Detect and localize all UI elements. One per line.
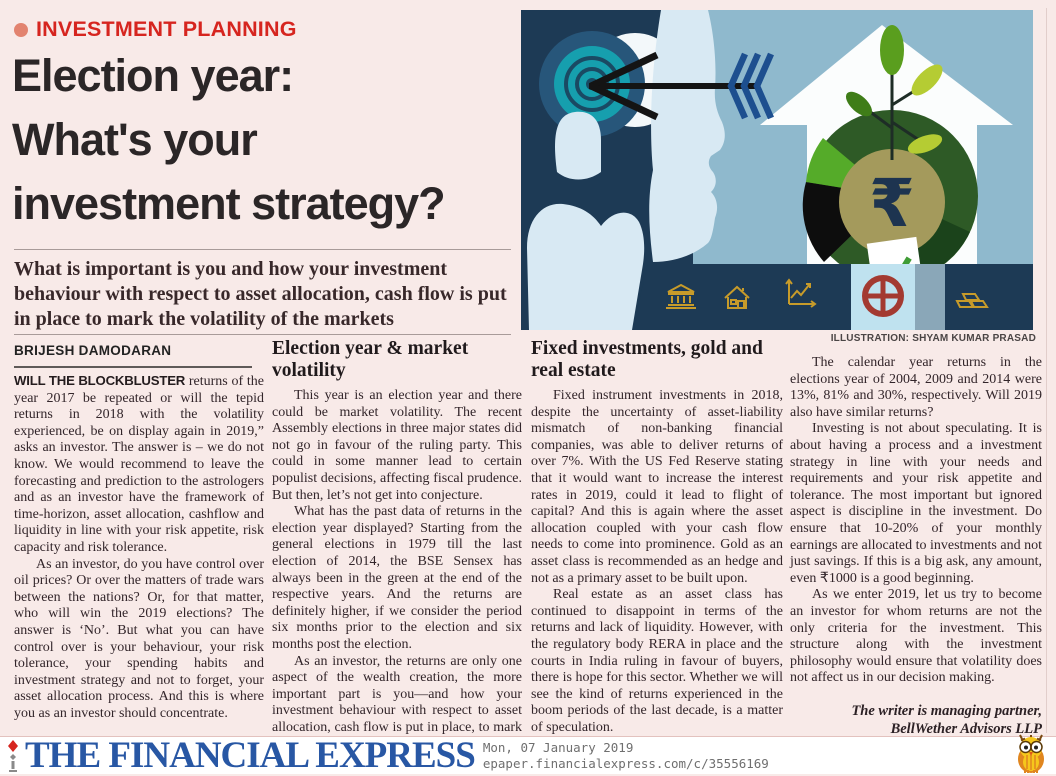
gold-bars-icon (955, 293, 989, 308)
byline: BRIJESH DAMODARAN (14, 343, 172, 358)
rupee-coin-icon (862, 275, 904, 317)
growth-chart-icon (785, 278, 817, 308)
illustration-credit: ILLUSTRATION: SHYAM KUMAR PRASAD (830, 333, 1036, 344)
signoff-line: The writer is managing partner, (851, 702, 1042, 719)
paragraph: WILL THE BLOCKBLUSTER returns of the yea… (14, 373, 264, 557)
paragraph: Real estate as an asset class has contin… (531, 587, 783, 735)
figure-head (649, 10, 725, 262)
subsection-heading: Election year & market volatility (272, 338, 469, 381)
footer-meta: Mon, 07 January 2019 epaper.financialexp… (483, 740, 769, 772)
paragraph: As an investor, do you have control over… (14, 556, 264, 721)
house-icon (724, 285, 750, 309)
footer-date: Mon, 07 January 2019 (482, 739, 634, 755)
arrow-icon (589, 51, 774, 121)
footer-bar: THE FINANCIAL EXPRESS Mon, 07 January 20… (0, 736, 1056, 774)
lead-in: WILL THE BLOCKBLUSTER (14, 373, 186, 388)
paragraph: The calendar year returns in the electio… (790, 355, 1042, 420)
paragraph: Investing is not about speculating. It i… (790, 421, 1042, 586)
paragraph: As we enter 2019, let us try to become a… (790, 587, 1042, 686)
article-column-4: The calendar year returns in the electio… (790, 355, 1042, 738)
section-kicker: INVESTMENT PLANNING (14, 17, 297, 42)
figure-body (527, 203, 645, 330)
plant-leaves (845, 25, 943, 154)
author-signoff: The writer is managing partner, BellWeth… (790, 702, 1042, 738)
paragraph-text: returns of the year 2017 be repeated or … (14, 374, 264, 555)
bank-icon (666, 283, 696, 309)
signoff-line: BellWether Advisors LLP (890, 720, 1042, 737)
page-edge-divider (1046, 8, 1047, 733)
headline-line: What's your (12, 114, 258, 165)
paragraph: Fixed instrument investments in 2018, de… (531, 388, 783, 586)
article-column-2: Election year & market volatility This y… (272, 338, 522, 753)
paragraph: This year is an election year and there … (272, 388, 522, 503)
standfirst: What is important is you and how your in… (14, 258, 507, 330)
kicker-dot-icon (14, 22, 28, 37)
article-column-3: Fixed investments, gold and real estate … (531, 338, 783, 736)
headline-line: Election year: (12, 50, 294, 101)
byline-rule (14, 366, 252, 368)
divider (14, 249, 511, 250)
figure-hand (555, 111, 601, 180)
page-title: Election year: What's your investment st… (12, 44, 517, 236)
paragraph: What has the past data of returns in the… (272, 504, 522, 652)
masthead: THE FINANCIAL EXPRESS (25, 735, 476, 776)
illustration-canvas: ₹ (521, 10, 1033, 330)
headline-line: investment strategy? (12, 178, 446, 229)
rupee-symbol-glyph: ₹ (869, 165, 915, 242)
kicker-label: INVESTMENT PLANNING (36, 17, 297, 41)
footer-url: epaper.financialexpress.com/c/35556169 (482, 755, 769, 771)
owl-mascot[interactable] (1010, 734, 1052, 774)
divider (14, 334, 511, 335)
article-illustration: ₹ (521, 10, 1036, 332)
article-column-1: WILL THE BLOCKBLUSTER returns of the yea… (14, 373, 264, 722)
express-lamp-icon (8, 739, 18, 772)
subsection-heading: Fixed investments, gold and real estate (531, 338, 763, 381)
